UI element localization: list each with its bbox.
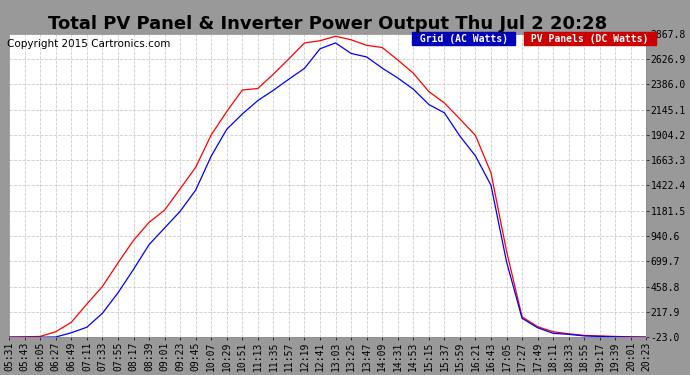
Text: PV Panels (DC Watts): PV Panels (DC Watts)	[525, 34, 655, 44]
Title: Total PV Panel & Inverter Power Output Thu Jul 2 20:28: Total PV Panel & Inverter Power Output T…	[48, 15, 607, 33]
Text: Copyright 2015 Cartronics.com: Copyright 2015 Cartronics.com	[7, 39, 170, 50]
Text: Grid (AC Watts): Grid (AC Watts)	[414, 34, 513, 44]
